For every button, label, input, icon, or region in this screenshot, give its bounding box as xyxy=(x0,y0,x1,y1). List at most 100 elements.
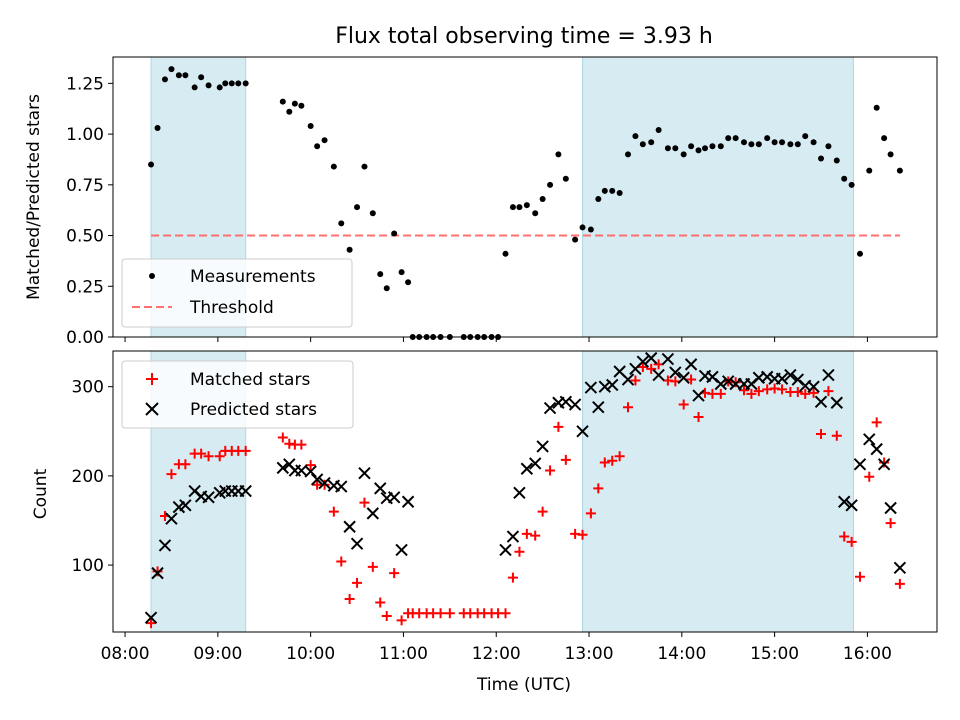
measurement-point xyxy=(632,133,639,140)
measurement-point xyxy=(532,210,539,217)
measurement-point xyxy=(555,151,562,158)
x-tick-label: 11:00 xyxy=(379,644,428,664)
matched-star-point xyxy=(344,593,355,604)
legend-label-measurements: Measurements xyxy=(190,267,316,287)
predicted-star-point xyxy=(870,442,883,456)
measurement-point xyxy=(307,122,314,129)
predicted-star-point xyxy=(784,368,797,382)
matched-star-point xyxy=(560,454,571,465)
measurement-point xyxy=(695,147,702,154)
predicted-star-point xyxy=(722,375,735,388)
predicted-star-point xyxy=(684,358,698,371)
matched-star-point xyxy=(180,459,191,470)
x-axis-label: Time (UTC) xyxy=(476,675,571,695)
measurement-point xyxy=(810,139,817,146)
predicted-star-point xyxy=(559,395,573,409)
matched-star-point xyxy=(738,385,749,396)
x-tick-label: 13:00 xyxy=(565,644,614,664)
matched-star-point xyxy=(614,451,625,462)
measurement-point xyxy=(175,72,182,79)
measurement-point xyxy=(222,80,229,87)
top-y-tick-label: 0.75 xyxy=(66,176,104,196)
predicted-star-point xyxy=(374,482,387,495)
bottom-axes-frame xyxy=(112,350,938,633)
matched-star-point xyxy=(336,556,347,567)
predicted-star-point xyxy=(830,396,843,409)
measurement-point xyxy=(873,104,880,111)
measurement-point xyxy=(764,135,771,142)
measurement-point xyxy=(748,141,755,148)
measurement-point xyxy=(717,143,724,150)
predicted-star-point xyxy=(239,484,252,498)
measurement-point xyxy=(787,141,794,148)
top-y-tick-label: 1.25 xyxy=(66,74,104,94)
predicted-star-point xyxy=(179,499,192,512)
measurement-point xyxy=(818,155,825,162)
matched-star-point xyxy=(686,374,697,385)
measurement-point xyxy=(383,285,390,292)
predicted-star-point xyxy=(692,389,705,402)
measurement-point xyxy=(672,145,679,152)
matched-star-point xyxy=(653,359,664,370)
top-y-tick-label: 0.50 xyxy=(66,227,104,247)
matched-star-point xyxy=(537,506,548,517)
predicted-star-point xyxy=(276,461,290,475)
bottom-x-axis: 08:00 09:00 10:00 11:00 12:00 13:00 14:00 15:00… xyxy=(101,632,892,664)
predicted-star-point xyxy=(165,512,178,525)
matched-star-point xyxy=(693,412,704,423)
measurement-point xyxy=(755,141,762,148)
predicted-star-point xyxy=(158,539,172,552)
matched-star-point xyxy=(777,384,788,395)
measurement-point xyxy=(732,135,739,142)
predicted-star-point xyxy=(853,458,867,471)
matched-star-point xyxy=(894,578,905,589)
matched-star-point xyxy=(146,618,157,629)
matched-star-point xyxy=(277,432,288,443)
matched-star-point xyxy=(846,536,857,547)
bottom-legend: Matched stars Predicted stars xyxy=(121,360,354,429)
matched-star-point xyxy=(444,608,455,619)
x-tick-label: 08:00 xyxy=(101,644,150,664)
predicted-star-point xyxy=(343,520,356,533)
matched-star-point xyxy=(352,577,363,588)
measurement-point xyxy=(825,143,832,150)
legend-label-predicted: Predicted stars xyxy=(190,400,317,420)
predicted-star-point xyxy=(592,400,605,414)
predicted-star-point xyxy=(536,440,549,453)
predicted-star-point xyxy=(775,372,789,385)
measurement-point xyxy=(168,66,175,73)
measurement-point xyxy=(887,151,894,158)
matched-star-point xyxy=(707,388,718,399)
matched-star-point xyxy=(637,362,648,373)
measurement-point xyxy=(523,202,530,209)
measurement-point xyxy=(516,204,523,211)
top-y-tick-label: 0.25 xyxy=(66,277,104,297)
top-ylabel: Matched/Predicted stars xyxy=(24,94,44,300)
measurement-point xyxy=(802,133,809,140)
legend-label-threshold: Threshold xyxy=(189,298,274,318)
matched-star-point xyxy=(375,597,386,608)
matched-star-point xyxy=(507,572,518,583)
measurement-point xyxy=(740,139,747,146)
matched-star-point xyxy=(296,439,307,450)
matched-star-point xyxy=(359,497,370,508)
matched-star-point xyxy=(521,528,532,539)
bottom-y-tick-label: 300 xyxy=(72,378,104,398)
matched-star-point xyxy=(152,566,163,577)
matched-star-point xyxy=(746,388,757,399)
predicted-star-point xyxy=(499,543,512,557)
measurement-point xyxy=(725,135,732,142)
measurement-point xyxy=(655,127,662,134)
bottom-shaded-intervals xyxy=(150,350,854,633)
predicted-star-point xyxy=(202,491,215,504)
matched-star-point xyxy=(623,402,633,413)
predicted-star-point xyxy=(598,380,612,393)
matched-star-point xyxy=(730,377,741,388)
matched-star-point xyxy=(630,375,641,386)
measurement-point xyxy=(579,224,586,231)
predicted-star-point xyxy=(366,507,380,520)
matched-star-point xyxy=(577,529,588,540)
top-axes-frame xyxy=(112,56,938,338)
measurement-point xyxy=(881,135,888,142)
matched-star-point xyxy=(670,376,681,387)
